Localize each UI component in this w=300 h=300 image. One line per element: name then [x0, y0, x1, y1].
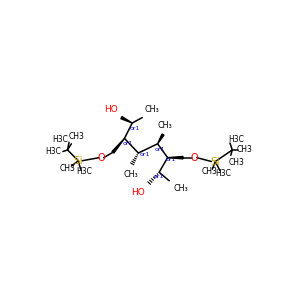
- Text: CH3: CH3: [229, 158, 245, 167]
- Text: or1: or1: [139, 152, 150, 157]
- Text: CH3: CH3: [69, 132, 85, 141]
- Polygon shape: [112, 138, 124, 153]
- Text: HO: HO: [105, 105, 118, 114]
- Text: H3C: H3C: [76, 167, 92, 176]
- Text: or1: or1: [154, 174, 164, 179]
- Text: H3C: H3C: [46, 147, 62, 156]
- Text: CH₃: CH₃: [123, 170, 138, 179]
- Text: Si: Si: [74, 156, 83, 166]
- Polygon shape: [121, 116, 132, 123]
- Text: CH3: CH3: [237, 146, 253, 154]
- Text: O: O: [98, 153, 105, 163]
- Text: HO: HO: [131, 188, 145, 197]
- Text: CH₃: CH₃: [173, 184, 188, 193]
- Text: or1: or1: [122, 141, 133, 146]
- Polygon shape: [158, 134, 164, 144]
- Text: O: O: [191, 153, 198, 163]
- Text: H3C: H3C: [215, 169, 231, 178]
- Text: CH₃: CH₃: [157, 121, 172, 130]
- Text: or1: or1: [130, 126, 140, 131]
- Text: H3C: H3C: [228, 135, 244, 144]
- Text: CH₃: CH₃: [145, 105, 159, 114]
- Text: CH3: CH3: [60, 164, 75, 173]
- Text: or1: or1: [166, 158, 176, 163]
- Polygon shape: [168, 156, 183, 159]
- Text: or1: or1: [155, 147, 165, 152]
- Text: Si: Si: [211, 157, 220, 166]
- Text: H3C: H3C: [52, 135, 68, 144]
- Text: CH3: CH3: [201, 167, 217, 176]
